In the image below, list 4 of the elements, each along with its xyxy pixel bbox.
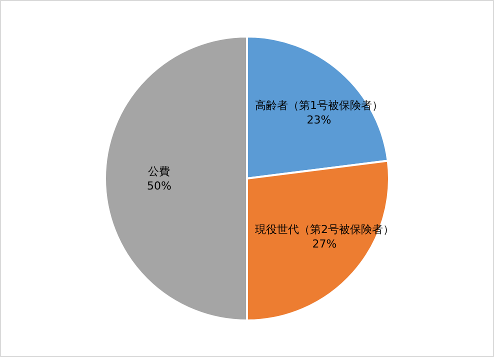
data-label: 27% [312,237,337,250]
data-label: 23% [306,113,332,126]
slice-label: 公費 [148,165,170,178]
data-label: 50% [147,179,172,192]
